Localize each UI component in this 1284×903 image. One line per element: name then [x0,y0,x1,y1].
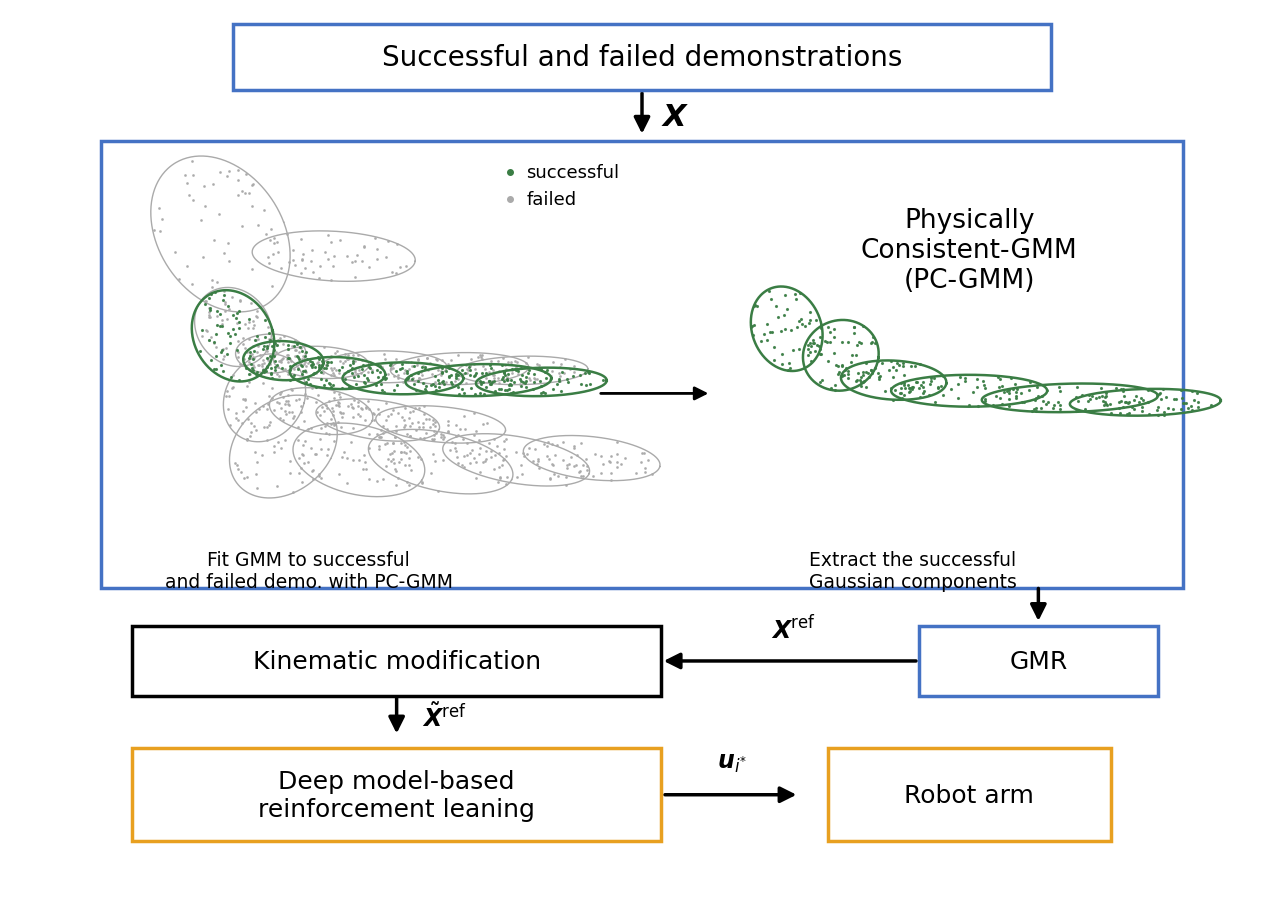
Text: GMR: GMR [1009,649,1067,674]
FancyBboxPatch shape [828,749,1111,842]
Text: Extract the successful
Gaussian components: Extract the successful Gaussian componen… [809,551,1017,591]
FancyBboxPatch shape [132,749,661,842]
Text: Physically
Consistent-GMM
(PC-GMM): Physically Consistent-GMM (PC-GMM) [860,208,1077,294]
Text: $\boldsymbol{X}$: $\boldsymbol{X}$ [661,101,690,133]
Text: Successful and failed demonstrations: Successful and failed demonstrations [381,43,903,71]
Text: failed: failed [526,191,577,209]
Text: Robot arm: Robot arm [904,783,1034,807]
FancyBboxPatch shape [919,627,1158,695]
Text: Kinematic modification: Kinematic modification [253,649,541,674]
FancyBboxPatch shape [234,24,1050,91]
Text: $\tilde{\boldsymbol{X}}^{\mathrm{ref}}$: $\tilde{\boldsymbol{X}}^{\mathrm{ref}}$ [421,703,466,731]
FancyBboxPatch shape [101,142,1183,589]
Text: $\boldsymbol{X}^{\mathrm{ref}}$: $\boldsymbol{X}^{\mathrm{ref}}$ [770,615,815,644]
Text: Fit GMM to successful
and failed demo. with PC-GMM: Fit GMM to successful and failed demo. w… [164,551,452,591]
FancyBboxPatch shape [132,627,661,695]
Text: $\boldsymbol{u}_{i^{*}}$: $\boldsymbol{u}_{i^{*}}$ [718,750,747,775]
Text: Deep model-based
reinforcement leaning: Deep model-based reinforcement leaning [258,769,535,821]
Text: successful: successful [526,163,619,182]
